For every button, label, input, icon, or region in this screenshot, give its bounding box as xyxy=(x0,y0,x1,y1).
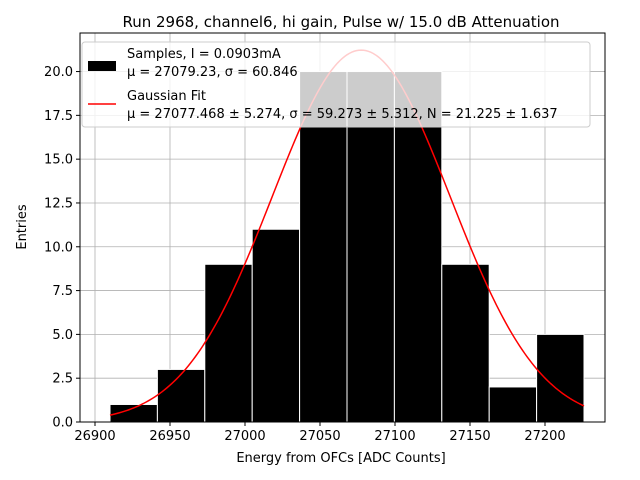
histogram-bar xyxy=(441,263,490,423)
legend: Samples, I = 0.0903mA μ = 27079.23, σ = … xyxy=(81,41,591,128)
y-tick-label: 10.0 xyxy=(44,240,73,255)
x-tick-label: 26900 xyxy=(74,429,115,444)
plot-frame xyxy=(79,32,606,423)
y-tick-label: 12.5 xyxy=(44,196,73,211)
histogram-bar xyxy=(156,368,206,423)
x-tick-label: 27000 xyxy=(224,429,265,444)
legend-samples-line1: Samples, I = 0.0903mA xyxy=(127,47,281,62)
y-tick-label: 7.5 xyxy=(52,284,73,299)
y-tick-label: 0.0 xyxy=(52,416,73,431)
y-axis-ticks: 0.0 2.5 5.0 7.5 10.0 12.5 15.0 17.5 20.0 xyxy=(44,65,80,431)
x-axis-label: Energy from OFCs [ADC Counts] xyxy=(236,451,445,466)
x-tick-label: 26950 xyxy=(149,429,190,444)
histogram-bar xyxy=(346,71,395,423)
histogram-bar xyxy=(536,333,585,423)
y-tick-label: 5.0 xyxy=(52,328,73,343)
x-tick-label: 27200 xyxy=(524,429,565,444)
x-tick-label: 27100 xyxy=(374,429,415,444)
histogram-bar xyxy=(204,263,253,423)
legend-samples-line2: μ = 27079.23, σ = 60.846 xyxy=(127,65,298,80)
x-tick-label: 27050 xyxy=(299,429,340,444)
legend-box xyxy=(81,41,591,128)
y-tick-label: 2.5 xyxy=(52,372,73,387)
y-tick-label: 20.0 xyxy=(44,65,73,80)
histogram-bars xyxy=(109,71,585,423)
legend-fit-line1: Gaussian Fit xyxy=(127,89,206,104)
legend-fit-line2: μ = 27077.468 ± 5.274, σ = 59.273 ± 5.31… xyxy=(127,107,558,122)
x-tick-label: 27150 xyxy=(449,429,490,444)
x-axis-ticks: 26900 26950 27000 27050 27100 27150 27200 xyxy=(74,422,566,444)
y-tick-label: 15.0 xyxy=(44,153,73,168)
histogram-bar xyxy=(299,71,348,423)
y-tick-label: 17.5 xyxy=(44,109,73,124)
histogram-bar xyxy=(488,386,538,423)
histogram-bar xyxy=(251,228,301,423)
chart-title: Run 2968, channel6, hi gain, Pulse w/ 15… xyxy=(122,13,559,31)
legend-samples-swatch xyxy=(88,61,116,71)
y-axis-label: Entries xyxy=(15,204,30,250)
